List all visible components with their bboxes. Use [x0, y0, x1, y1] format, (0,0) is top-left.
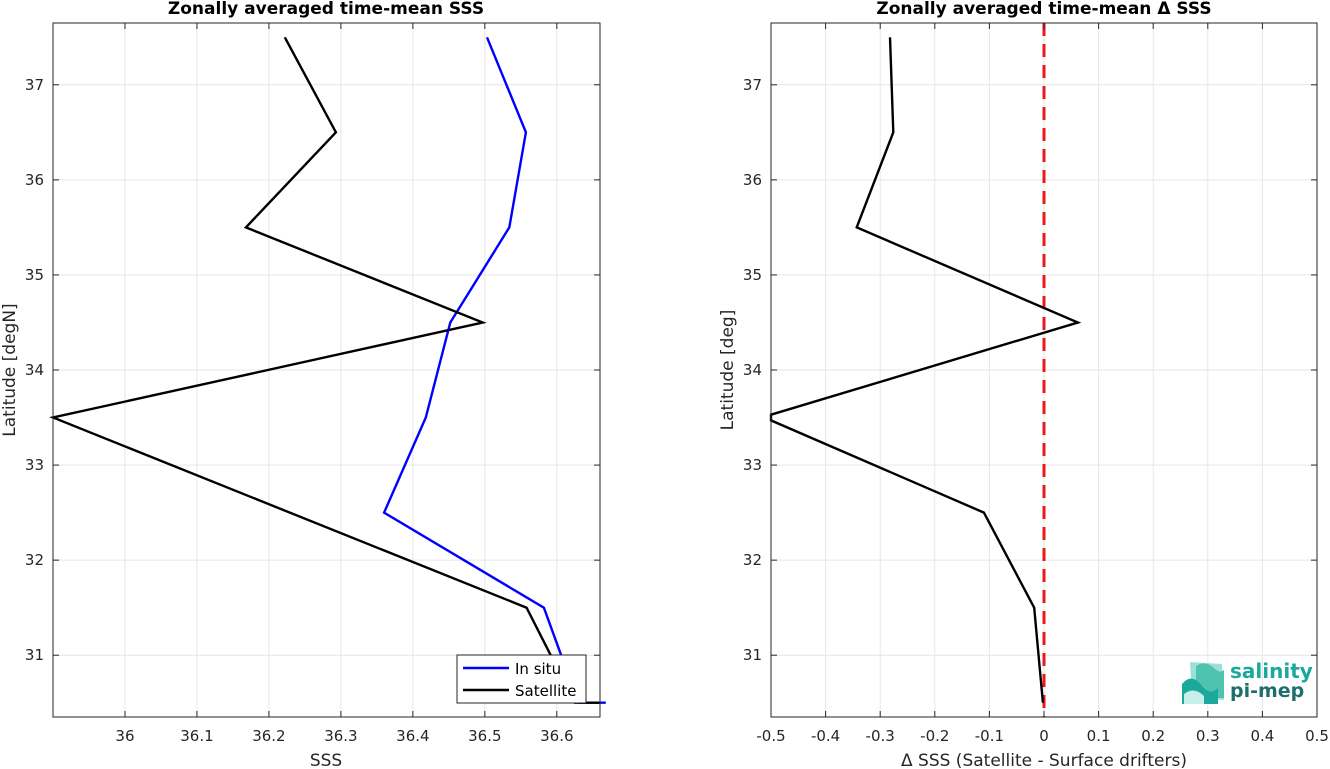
y-tick-label: 33 — [25, 456, 44, 474]
left-x-axis-label: SSS — [310, 751, 342, 769]
x-tick-label: 0.2 — [1141, 727, 1165, 745]
x-tick-label: 0.5 — [1305, 727, 1329, 745]
y-tick-label: 37 — [743, 76, 762, 94]
y-tick-label: 34 — [25, 361, 44, 379]
y-tick-label: 37 — [25, 76, 44, 94]
x-tick-label: 0.3 — [1196, 727, 1220, 745]
y-tick-label: 32 — [743, 551, 762, 569]
x-tick-label: -0.5 — [756, 727, 785, 745]
delta-sss-profile-panel: Zonally averaged time-mean Δ SSS -0.5 -0.… — [718, 0, 1329, 769]
y-tick-label: 32 — [25, 551, 44, 569]
y-tick-label: 36 — [743, 171, 762, 189]
right-plot-frame — [770, 22, 1318, 718]
y-tick-label: 33 — [743, 456, 762, 474]
x-tick-label: 0.4 — [1250, 727, 1274, 745]
x-tick-label: -0.2 — [920, 727, 949, 745]
left-y-axis-label: Latitude [degN] — [0, 303, 20, 436]
x-tick-label: -0.3 — [866, 727, 895, 745]
left-chart-title: Zonally averaged time-mean SSS — [168, 0, 484, 19]
sss-profile-panel: Zonally averaged time-mean SSS 36 36.1 36.… — [0, 0, 606, 769]
logo-text-pi-mep: pi-mep — [1230, 680, 1304, 702]
left-plot-frame — [52, 22, 601, 718]
right-y-axis-label: Latitude [deg] — [718, 310, 738, 431]
x-tick-label: 36.3 — [324, 727, 357, 745]
x-tick-label: 0.1 — [1087, 727, 1111, 745]
right-chart-title: Zonally averaged time-mean Δ SSS — [876, 0, 1211, 19]
left-gridlines — [53, 23, 600, 717]
y-tick-label: 36 — [25, 171, 44, 189]
legend-box — [456, 654, 587, 704]
x-tick-label: 36.2 — [252, 727, 285, 745]
y-tick-label: 35 — [743, 266, 762, 284]
y-tick-label: 35 — [25, 266, 44, 284]
legend-in-situ-label: In situ — [515, 660, 561, 678]
y-tick-label: 31 — [743, 646, 762, 664]
legend: In situ Satellite — [456, 654, 587, 704]
x-tick-label: 36.6 — [540, 727, 573, 745]
x-tick-label: -0.1 — [975, 727, 1004, 745]
x-tick-label: 0 — [1039, 727, 1049, 745]
x-tick-label: 36.5 — [468, 727, 501, 745]
logo-text-salinity: salinity — [1230, 659, 1313, 683]
left-tick-labels: 36 36.1 36.2 36.3 36.4 36.5 36.6 31 32 33 34 35 36 37 — [25, 23, 600, 745]
y-tick-label: 34 — [743, 361, 762, 379]
legend-satellite-label: Satellite — [515, 682, 576, 700]
right-x-axis-label: Δ SSS (Satellite - Surface drifters) — [901, 751, 1187, 769]
x-tick-label: 36 — [115, 727, 134, 745]
right-tick-labels: -0.5 -0.4 -0.3 -0.2 -0.1 0 0.1 0.2 0.3 0.4 0.5 31 32… — [743, 23, 1329, 745]
y-tick-label: 31 — [25, 646, 44, 664]
salinity-pi-mep-logo: salinity pi-mep — [1182, 659, 1313, 704]
x-tick-label: 36.1 — [180, 727, 213, 745]
wave-logo-icon — [1182, 662, 1224, 704]
x-tick-label: -0.4 — [811, 727, 840, 745]
x-tick-label: 36.4 — [396, 727, 429, 745]
